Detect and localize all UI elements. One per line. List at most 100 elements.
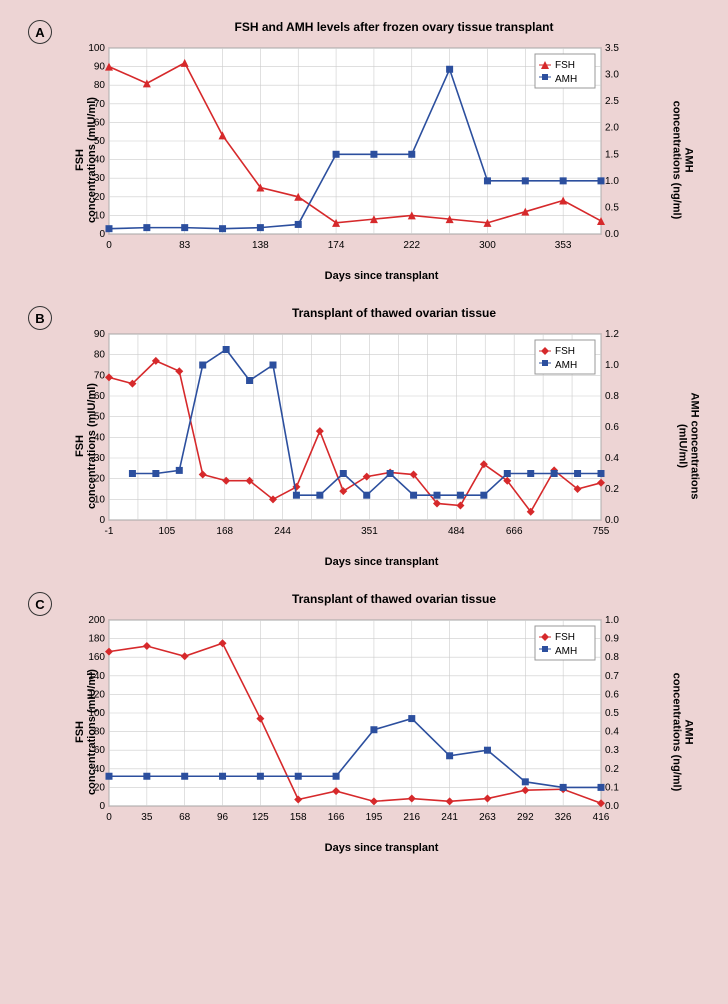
svg-text:AMH: AMH <box>555 646 577 657</box>
svg-text:222: 222 <box>403 240 420 251</box>
svg-text:0.0: 0.0 <box>605 801 619 812</box>
svg-text:0.2: 0.2 <box>605 484 619 495</box>
svg-text:FSH: FSH <box>555 632 575 643</box>
svg-text:100: 100 <box>88 43 105 54</box>
svg-text:-1: -1 <box>105 526 114 537</box>
svg-text:0: 0 <box>99 229 105 240</box>
y-left-label: FSHconcentrations (mIU/ml) <box>74 97 98 223</box>
svg-text:1.5: 1.5 <box>605 149 619 160</box>
svg-text:0.0: 0.0 <box>605 229 619 240</box>
y-right-label: AMH concentrations(mIU/ml) <box>677 393 701 500</box>
svg-text:0.0: 0.0 <box>605 515 619 526</box>
chart-panel-B: B Transplant of thawed ovarian tissue FSHc… <box>20 306 708 568</box>
svg-text:1.0: 1.0 <box>605 360 619 371</box>
chart-title: Transplant of thawed ovarian tissue <box>80 592 708 606</box>
svg-text:AMH: AMH <box>555 74 577 85</box>
chart-svg: 01020304050607080901000.00.51.01.52.02.5… <box>75 38 635 268</box>
svg-text:125: 125 <box>252 812 269 823</box>
svg-text:216: 216 <box>403 812 420 823</box>
svg-text:263: 263 <box>479 812 496 823</box>
panel-label: B <box>28 306 52 330</box>
svg-text:755: 755 <box>593 526 610 537</box>
svg-text:160: 160 <box>88 652 105 663</box>
svg-text:0.2: 0.2 <box>605 764 619 775</box>
chart-area: FSHconcentrations (mIU/ml)AMHconcentrati… <box>75 610 688 854</box>
svg-text:200: 200 <box>88 615 105 626</box>
svg-text:2.5: 2.5 <box>605 96 619 107</box>
svg-text:351: 351 <box>361 526 378 537</box>
svg-text:180: 180 <box>88 634 105 645</box>
svg-text:138: 138 <box>252 240 269 251</box>
svg-text:416: 416 <box>593 812 610 823</box>
svg-text:FSH: FSH <box>555 346 575 357</box>
chart-title: Transplant of thawed ovarian tissue <box>80 306 708 320</box>
y-right-label: AMHconcentrations (ng/ml) <box>671 101 695 220</box>
svg-text:168: 168 <box>216 526 233 537</box>
svg-text:0.8: 0.8 <box>605 652 619 663</box>
svg-text:2.0: 2.0 <box>605 123 619 134</box>
svg-text:0: 0 <box>99 801 105 812</box>
svg-text:0.4: 0.4 <box>605 727 619 738</box>
svg-text:166: 166 <box>328 812 345 823</box>
svg-text:68: 68 <box>179 812 191 823</box>
panel-label: A <box>28 20 52 44</box>
svg-text:666: 666 <box>506 526 523 537</box>
chart-panel-C: C Transplant of thawed ovarian tissue FSHc… <box>20 592 708 854</box>
svg-text:105: 105 <box>159 526 176 537</box>
legend: FSH AMH <box>535 626 595 660</box>
chart-panel-A: A FSH and AMH levels after frozen ovary t… <box>20 20 708 282</box>
svg-text:0.3: 0.3 <box>605 745 619 756</box>
svg-text:3.5: 3.5 <box>605 43 619 54</box>
chart-svg: 01020304050607080900.00.20.40.60.81.01.2… <box>75 324 635 554</box>
svg-text:1.0: 1.0 <box>605 615 619 626</box>
svg-text:484: 484 <box>448 526 465 537</box>
svg-text:0.8: 0.8 <box>605 391 619 402</box>
svg-text:244: 244 <box>274 526 291 537</box>
svg-text:1.2: 1.2 <box>605 329 619 340</box>
panel-label: C <box>28 592 52 616</box>
svg-text:1.0: 1.0 <box>605 176 619 187</box>
svg-text:80: 80 <box>94 350 106 361</box>
svg-text:0.9: 0.9 <box>605 634 619 645</box>
svg-text:353: 353 <box>555 240 572 251</box>
svg-text:90: 90 <box>94 329 106 340</box>
svg-text:326: 326 <box>555 812 572 823</box>
chart-area: FSHconcentrations (mIU/ml)AMHconcentrati… <box>75 38 688 282</box>
x-axis-label: Days since transplant <box>75 556 688 568</box>
svg-text:AMH: AMH <box>555 360 577 371</box>
svg-text:90: 90 <box>94 62 106 73</box>
svg-text:0.5: 0.5 <box>605 708 619 719</box>
svg-text:0.5: 0.5 <box>605 202 619 213</box>
legend: FSH AMH <box>535 54 595 88</box>
svg-text:0: 0 <box>99 515 105 526</box>
svg-text:80: 80 <box>94 80 106 91</box>
svg-text:158: 158 <box>290 812 307 823</box>
svg-text:35: 35 <box>141 812 153 823</box>
y-right-label: AMHconcentrations (ng/ml) <box>671 673 695 792</box>
svg-text:195: 195 <box>366 812 383 823</box>
svg-text:300: 300 <box>479 240 496 251</box>
svg-text:0.1: 0.1 <box>605 782 619 793</box>
svg-text:0.6: 0.6 <box>605 689 619 700</box>
x-axis-label: Days since transplant <box>75 842 688 854</box>
svg-text:0.7: 0.7 <box>605 671 619 682</box>
svg-text:0: 0 <box>106 812 112 823</box>
y-left-label: FSHconcentrations (mIU/ml) <box>74 669 98 795</box>
svg-text:0: 0 <box>106 240 112 251</box>
legend: FSH AMH <box>535 340 595 374</box>
svg-text:174: 174 <box>328 240 345 251</box>
svg-text:FSH: FSH <box>555 60 575 71</box>
svg-text:96: 96 <box>217 812 229 823</box>
svg-text:70: 70 <box>94 370 106 381</box>
svg-text:83: 83 <box>179 240 191 251</box>
svg-text:0.6: 0.6 <box>605 422 619 433</box>
svg-text:241: 241 <box>441 812 458 823</box>
svg-text:292: 292 <box>517 812 534 823</box>
chart-svg: 0204060801001201401601802000.00.10.20.30… <box>75 610 635 840</box>
y-left-label: FSHconcentrations (mIU/ml) <box>74 383 98 509</box>
svg-text:0.4: 0.4 <box>605 453 619 464</box>
x-axis-label: Days since transplant <box>75 270 688 282</box>
svg-text:3.0: 3.0 <box>605 70 619 81</box>
chart-area: FSHconcentrations (mIU/ml)AMH concentrat… <box>75 324 688 568</box>
chart-title: FSH and AMH levels after frozen ovary ti… <box>80 20 708 34</box>
